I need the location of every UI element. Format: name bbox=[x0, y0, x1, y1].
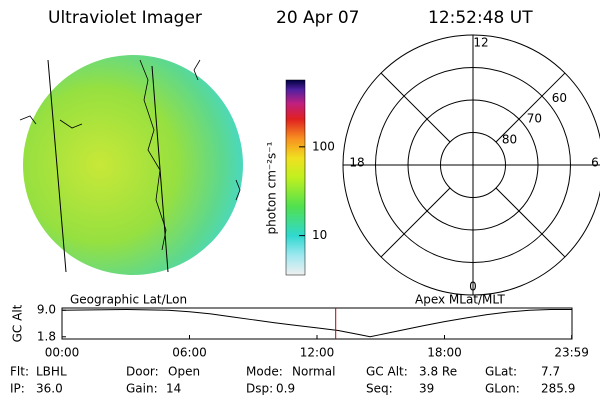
colorbar bbox=[285, 79, 306, 276]
spoke bbox=[380, 72, 451, 143]
field-value: 39 bbox=[419, 382, 434, 396]
lat-label: 80 bbox=[502, 133, 517, 147]
y-axis-label: GC Alt bbox=[11, 304, 25, 342]
y-tick-label: 1.8 bbox=[37, 329, 56, 343]
panel-label: Geographic Lat/Lon bbox=[70, 293, 187, 307]
spoke bbox=[495, 72, 566, 143]
field-value: LBHL bbox=[36, 365, 67, 379]
field-value: 36.0 bbox=[36, 382, 63, 396]
coastline bbox=[139, 59, 167, 251]
field-value: 14 bbox=[166, 382, 181, 396]
field-label: IP: bbox=[10, 382, 25, 396]
mlt-label: 6 bbox=[591, 156, 599, 170]
spoke bbox=[380, 187, 451, 258]
lat-label: 60 bbox=[552, 91, 567, 105]
spoke bbox=[495, 187, 566, 258]
field-label: GLon: bbox=[485, 382, 520, 396]
x-tick-label: 12:00 bbox=[300, 346, 335, 360]
x-tick-label: 18:00 bbox=[427, 346, 462, 360]
altitude-chart: GC Alt 9.0 1.8 00:00 06:00 12:00 18:00 23:59 bbox=[11, 303, 589, 360]
coastline bbox=[19, 59, 241, 201]
date: 20 Apr 07 bbox=[276, 8, 359, 28]
field-label: Gain: bbox=[126, 382, 158, 396]
field-value: 285.9 bbox=[541, 382, 575, 396]
x-tick-label: 23:59 bbox=[554, 346, 589, 360]
field-label: GLat: bbox=[485, 365, 517, 379]
field-label: Seq: bbox=[366, 382, 393, 396]
mlt-label: 12 bbox=[473, 36, 488, 50]
colorbar-label: photon cm⁻²s⁻¹ bbox=[265, 141, 279, 234]
field-value: 7.7 bbox=[541, 365, 560, 379]
x-tick-label: 00:00 bbox=[45, 346, 80, 360]
tick-label: 100 bbox=[312, 139, 335, 153]
title: Ultraviolet Imager bbox=[48, 8, 202, 28]
footer: Flt: LBHL Door: Open Mode: Normal GC Alt: 3.8 R… bbox=[10, 365, 575, 396]
field-value: 0.9 bbox=[276, 382, 295, 396]
mlt-label: 0 bbox=[469, 280, 477, 294]
earth-image bbox=[23, 55, 243, 275]
image-panel bbox=[19, 55, 243, 275]
field-label: GC Alt: bbox=[366, 365, 408, 379]
field-label: Flt: bbox=[10, 365, 29, 379]
time: 12:52:48 UT bbox=[428, 8, 533, 28]
meridian bbox=[151, 65, 169, 273]
field-label: Door: bbox=[126, 365, 159, 379]
tick-label: 10 bbox=[312, 228, 327, 242]
field-value: Open bbox=[168, 365, 200, 379]
field-label: Dsp: bbox=[246, 382, 273, 396]
y-tick-label: 9.0 bbox=[37, 303, 56, 317]
x-tick-label: 06:00 bbox=[172, 346, 207, 360]
field-value: Normal bbox=[292, 365, 335, 379]
lat-label: 70 bbox=[527, 112, 542, 126]
field-label: Mode: bbox=[246, 365, 283, 379]
panel-label: Apex MLat/MLT bbox=[415, 293, 505, 307]
meridian bbox=[47, 59, 67, 273]
field-value: 3.8 Re bbox=[419, 365, 457, 379]
colorbar-ticks: 10 100 bbox=[299, 139, 335, 242]
plot-frame bbox=[61, 307, 573, 340]
mlt-label: 18 bbox=[349, 156, 364, 170]
altitude-line bbox=[61, 308, 572, 338]
